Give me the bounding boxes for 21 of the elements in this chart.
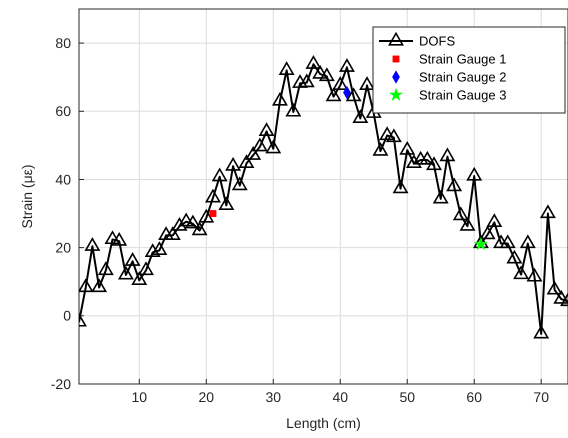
- point: [474, 237, 488, 250]
- y-tick-label: 20: [55, 240, 72, 256]
- x-tick-label: 30: [265, 389, 282, 405]
- x-tick-label: 60: [466, 389, 482, 405]
- x-tick-label: 10: [132, 389, 148, 405]
- y-tick-label: 40: [55, 171, 72, 188]
- y-axis-title: Strain (με): [19, 164, 35, 229]
- x-tick-label: 40: [332, 389, 348, 405]
- legend-label: DOFS: [419, 34, 456, 49]
- y-tick-label: -20: [50, 376, 72, 392]
- x-tick-label: 50: [399, 389, 416, 405]
- legend-label: Strain Gauge 1: [419, 52, 506, 67]
- y-tick-label: 60: [55, 103, 72, 120]
- point: [210, 210, 216, 217]
- y-tick-label: 0: [63, 308, 72, 324]
- y-tick-label: 80: [55, 34, 72, 51]
- x-axis-title: Length (cm): [286, 415, 361, 431]
- x-tick-label: 20: [198, 389, 214, 405]
- legend-label: Strain Gauge 2: [419, 70, 506, 85]
- legend-label: Strain Gauge 3: [419, 88, 506, 103]
- x-tick-label: 70: [533, 389, 550, 405]
